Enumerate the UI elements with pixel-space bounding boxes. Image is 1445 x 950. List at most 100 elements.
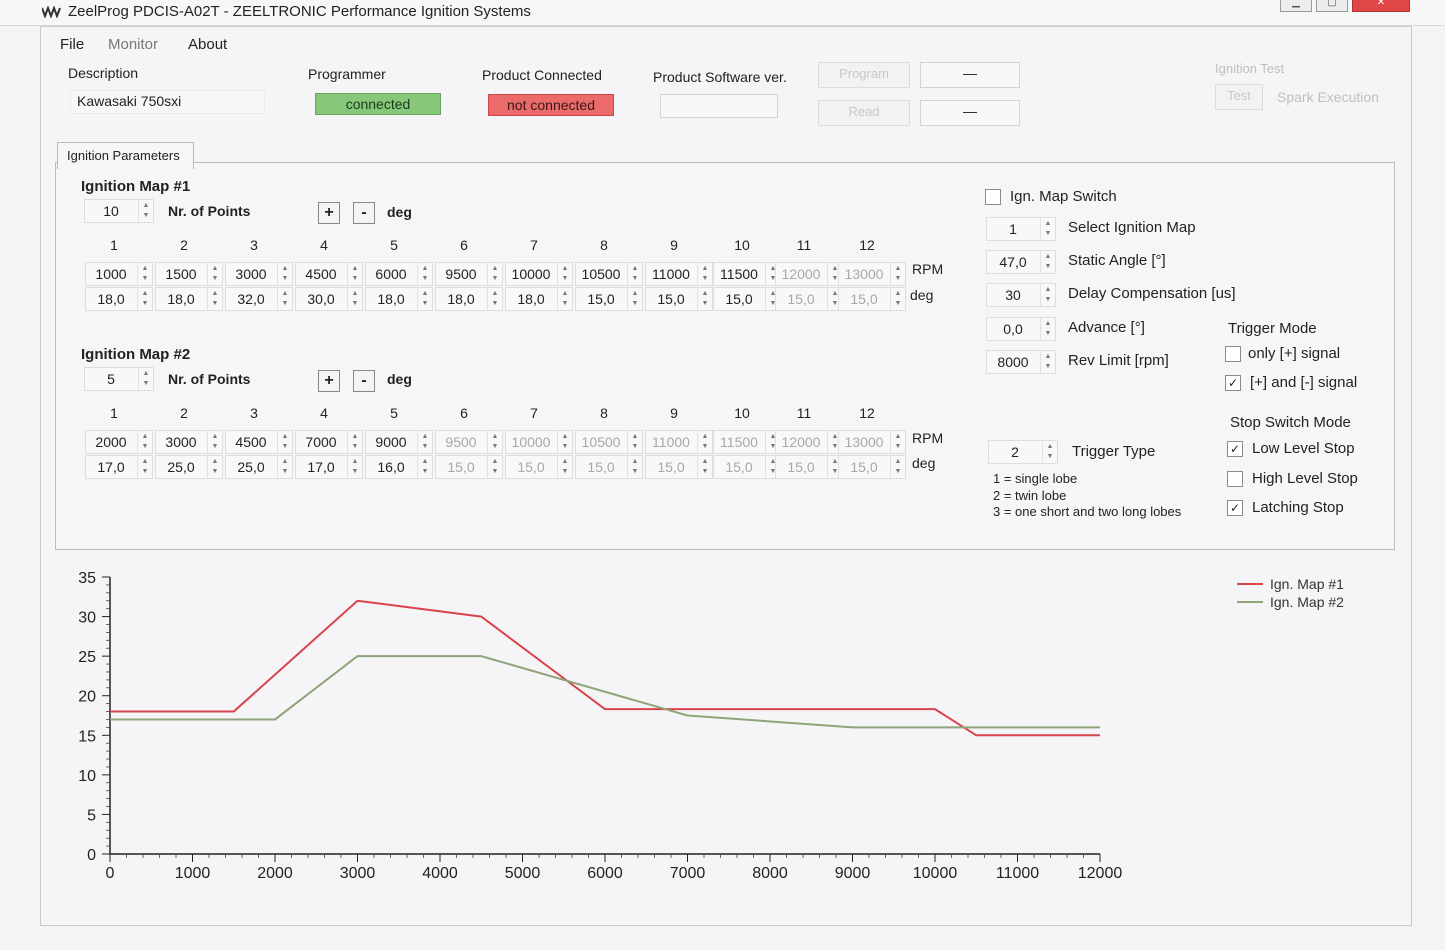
spinner-arrows-icon[interactable]: ▲ ▼ xyxy=(137,456,152,478)
spinner-arrows-icon[interactable]: ▲ ▼ xyxy=(1042,441,1057,463)
map-switch-checkbox[interactable] xyxy=(985,189,1001,205)
deg-spinner[interactable]: 15,0 ▲ ▼ xyxy=(575,455,643,479)
deg-spinner[interactable]: 18,0 ▲ ▼ xyxy=(435,287,503,311)
menu-monitor[interactable]: Monitor xyxy=(108,36,159,53)
deg-spinner[interactable]: 17,0 ▲ ▼ xyxy=(295,455,363,479)
spinner-arrows-icon[interactable]: ▲ ▼ xyxy=(765,288,780,310)
rpm-spinner[interactable]: 11500 ▲ ▼ xyxy=(713,430,781,454)
deg-spinner[interactable]: 15,0 ▲ ▼ xyxy=(505,455,573,479)
deg-spinner[interactable]: 18,0 ▲ ▼ xyxy=(505,287,573,311)
only-plus-checkbox[interactable] xyxy=(1225,346,1241,362)
spinner-arrows-icon[interactable]: ▲ ▼ xyxy=(627,456,642,478)
deg-spinner[interactable]: 17,0 ▲ ▼ xyxy=(85,455,153,479)
spinner-arrows-icon[interactable]: ▲ ▼ xyxy=(417,456,432,478)
deg-spinner[interactable]: 15,0 ▲ ▼ xyxy=(713,287,781,311)
rpm-spinner[interactable]: 11000 ▲ ▼ xyxy=(645,430,713,454)
rpm-spinner[interactable]: 12000 ▲ ▼ xyxy=(775,262,843,286)
delay-spinner[interactable]: 30 ▲ ▼ xyxy=(986,283,1056,307)
spinner-arrows-icon[interactable]: ▲ ▼ xyxy=(697,263,712,285)
spinner-arrows-icon[interactable]: ▲ ▼ xyxy=(487,263,502,285)
test-button[interactable]: Test xyxy=(1215,84,1263,110)
spinner-arrows-icon[interactable]: ▲ ▼ xyxy=(277,288,292,310)
spinner-arrows-icon[interactable]: ▲ ▼ xyxy=(1040,251,1055,273)
latching-stop-checkbox[interactable]: ✓ xyxy=(1227,500,1243,516)
spinner-arrows-icon[interactable]: ▲ ▼ xyxy=(765,456,780,478)
deg-spinner[interactable]: 15,0 ▲ ▼ xyxy=(713,455,781,479)
maximize-button[interactable]: ▢ xyxy=(1316,0,1348,12)
rpm-spinner[interactable]: 11500 ▲ ▼ xyxy=(713,262,781,286)
spinner-arrows-icon[interactable]: ▲ ▼ xyxy=(1040,318,1055,340)
deg-spinner[interactable]: 15,0 ▲ ▼ xyxy=(838,287,906,311)
select-map-spinner[interactable]: 1 ▲ ▼ xyxy=(986,217,1056,241)
deg-spinner[interactable]: 16,0 ▲ ▼ xyxy=(365,455,433,479)
spinner-arrows-icon[interactable]: ▲ ▼ xyxy=(890,263,905,285)
spinner-arrows-icon[interactable]: ▲ ▼ xyxy=(487,431,502,453)
spinner-arrows-icon[interactable]: ▲ ▼ xyxy=(138,368,153,390)
spinner-arrows-icon[interactable]: ▲ ▼ xyxy=(417,288,432,310)
spinner-arrows-icon[interactable]: ▲ ▼ xyxy=(827,431,842,453)
program-button[interactable]: Program xyxy=(818,62,910,88)
plus-minus-checkbox[interactable]: ✓ xyxy=(1225,375,1241,391)
rev-limit-spinner[interactable]: 8000 ▲ ▼ xyxy=(986,350,1056,374)
spinner-arrows-icon[interactable]: ▲ ▼ xyxy=(827,288,842,310)
spinner-arrows-icon[interactable]: ▲ ▼ xyxy=(487,288,502,310)
map2-remove-point-button[interactable]: - xyxy=(353,370,375,392)
spinner-arrows-icon[interactable]: ▲ ▼ xyxy=(1040,351,1055,373)
spinner-arrows-icon[interactable]: ▲ ▼ xyxy=(417,263,432,285)
spinner-arrows-icon[interactable]: ▲ ▼ xyxy=(347,431,362,453)
rpm-spinner[interactable]: 10000 ▲ ▼ xyxy=(505,430,573,454)
spinner-arrows-icon[interactable]: ▲ ▼ xyxy=(277,431,292,453)
map1-remove-point-button[interactable]: - xyxy=(353,202,375,224)
deg-spinner[interactable]: 30,0 ▲ ▼ xyxy=(295,287,363,311)
minimize-button[interactable]: ▁ xyxy=(1280,0,1312,12)
deg-spinner[interactable]: 18,0 ▲ ▼ xyxy=(85,287,153,311)
map2-add-point-button[interactable]: + xyxy=(318,370,340,392)
rpm-spinner[interactable]: 13000 ▲ ▼ xyxy=(838,430,906,454)
description-field[interactable]: Kawasaki 750sxi xyxy=(70,90,265,114)
spinner-arrows-icon[interactable]: ▲ ▼ xyxy=(207,456,222,478)
spinner-arrows-icon[interactable]: ▲ ▼ xyxy=(627,431,642,453)
rpm-spinner[interactable]: 12000 ▲ ▼ xyxy=(775,430,843,454)
rpm-spinner[interactable]: 6000 ▲ ▼ xyxy=(365,262,433,286)
spinner-arrows-icon[interactable]: ▲ ▼ xyxy=(1040,218,1055,240)
high-stop-checkbox[interactable] xyxy=(1227,471,1243,487)
spinner-arrows-icon[interactable]: ▲ ▼ xyxy=(627,263,642,285)
spinner-arrows-icon[interactable]: ▲ ▼ xyxy=(557,456,572,478)
spinner-arrows-icon[interactable]: ▲ ▼ xyxy=(765,431,780,453)
static-angle-spinner[interactable]: 47,0 ▲ ▼ xyxy=(986,250,1056,274)
spinner-arrows-icon[interactable]: ▲ ▼ xyxy=(277,263,292,285)
spinner-arrows-icon[interactable]: ▲ ▼ xyxy=(890,456,905,478)
spinner-arrows-icon[interactable]: ▲ ▼ xyxy=(137,431,152,453)
spinner-arrows-icon[interactable]: ▲ ▼ xyxy=(138,200,153,222)
map1-add-point-button[interactable]: + xyxy=(318,202,340,224)
close-button[interactable]: ✕ xyxy=(1352,0,1410,12)
spinner-arrows-icon[interactable]: ▲ ▼ xyxy=(557,431,572,453)
rpm-spinner[interactable]: 10500 ▲ ▼ xyxy=(575,430,643,454)
spinner-arrows-icon[interactable]: ▲ ▼ xyxy=(627,288,642,310)
low-stop-checkbox[interactable]: ✓ xyxy=(1227,441,1243,457)
menu-about[interactable]: About xyxy=(188,36,228,53)
deg-spinner[interactable]: 15,0 ▲ ▼ xyxy=(575,287,643,311)
rpm-spinner[interactable]: 7000 ▲ ▼ xyxy=(295,430,363,454)
rpm-spinner[interactable]: 9500 ▲ ▼ xyxy=(435,262,503,286)
spinner-arrows-icon[interactable]: ▲ ▼ xyxy=(347,263,362,285)
deg-spinner[interactable]: 15,0 ▲ ▼ xyxy=(838,455,906,479)
rpm-spinner[interactable]: 3000 ▲ ▼ xyxy=(225,262,293,286)
rpm-spinner[interactable]: 11000 ▲ ▼ xyxy=(645,262,713,286)
deg-spinner[interactable]: 15,0 ▲ ▼ xyxy=(775,455,843,479)
trigger-type-spinner[interactable]: 2 ▲ ▼ xyxy=(988,440,1058,464)
spinner-arrows-icon[interactable]: ▲ ▼ xyxy=(207,288,222,310)
spinner-arrows-icon[interactable]: ▲ ▼ xyxy=(1040,284,1055,306)
spinner-arrows-icon[interactable]: ▲ ▼ xyxy=(417,431,432,453)
rpm-spinner[interactable]: 13000 ▲ ▼ xyxy=(838,262,906,286)
spinner-arrows-icon[interactable]: ▲ ▼ xyxy=(557,288,572,310)
rpm-spinner[interactable]: 2000 ▲ ▼ xyxy=(85,430,153,454)
rpm-spinner[interactable]: 9000 ▲ ▼ xyxy=(365,430,433,454)
spinner-arrows-icon[interactable]: ▲ ▼ xyxy=(347,456,362,478)
deg-spinner[interactable]: 25,0 ▲ ▼ xyxy=(225,455,293,479)
map1-points-spinner[interactable]: 10 ▲ ▼ xyxy=(84,199,154,223)
rpm-spinner[interactable]: 4500 ▲ ▼ xyxy=(225,430,293,454)
deg-spinner[interactable]: 15,0 ▲ ▼ xyxy=(435,455,503,479)
deg-spinner[interactable]: 32,0 ▲ ▼ xyxy=(225,287,293,311)
spinner-arrows-icon[interactable]: ▲ ▼ xyxy=(890,288,905,310)
